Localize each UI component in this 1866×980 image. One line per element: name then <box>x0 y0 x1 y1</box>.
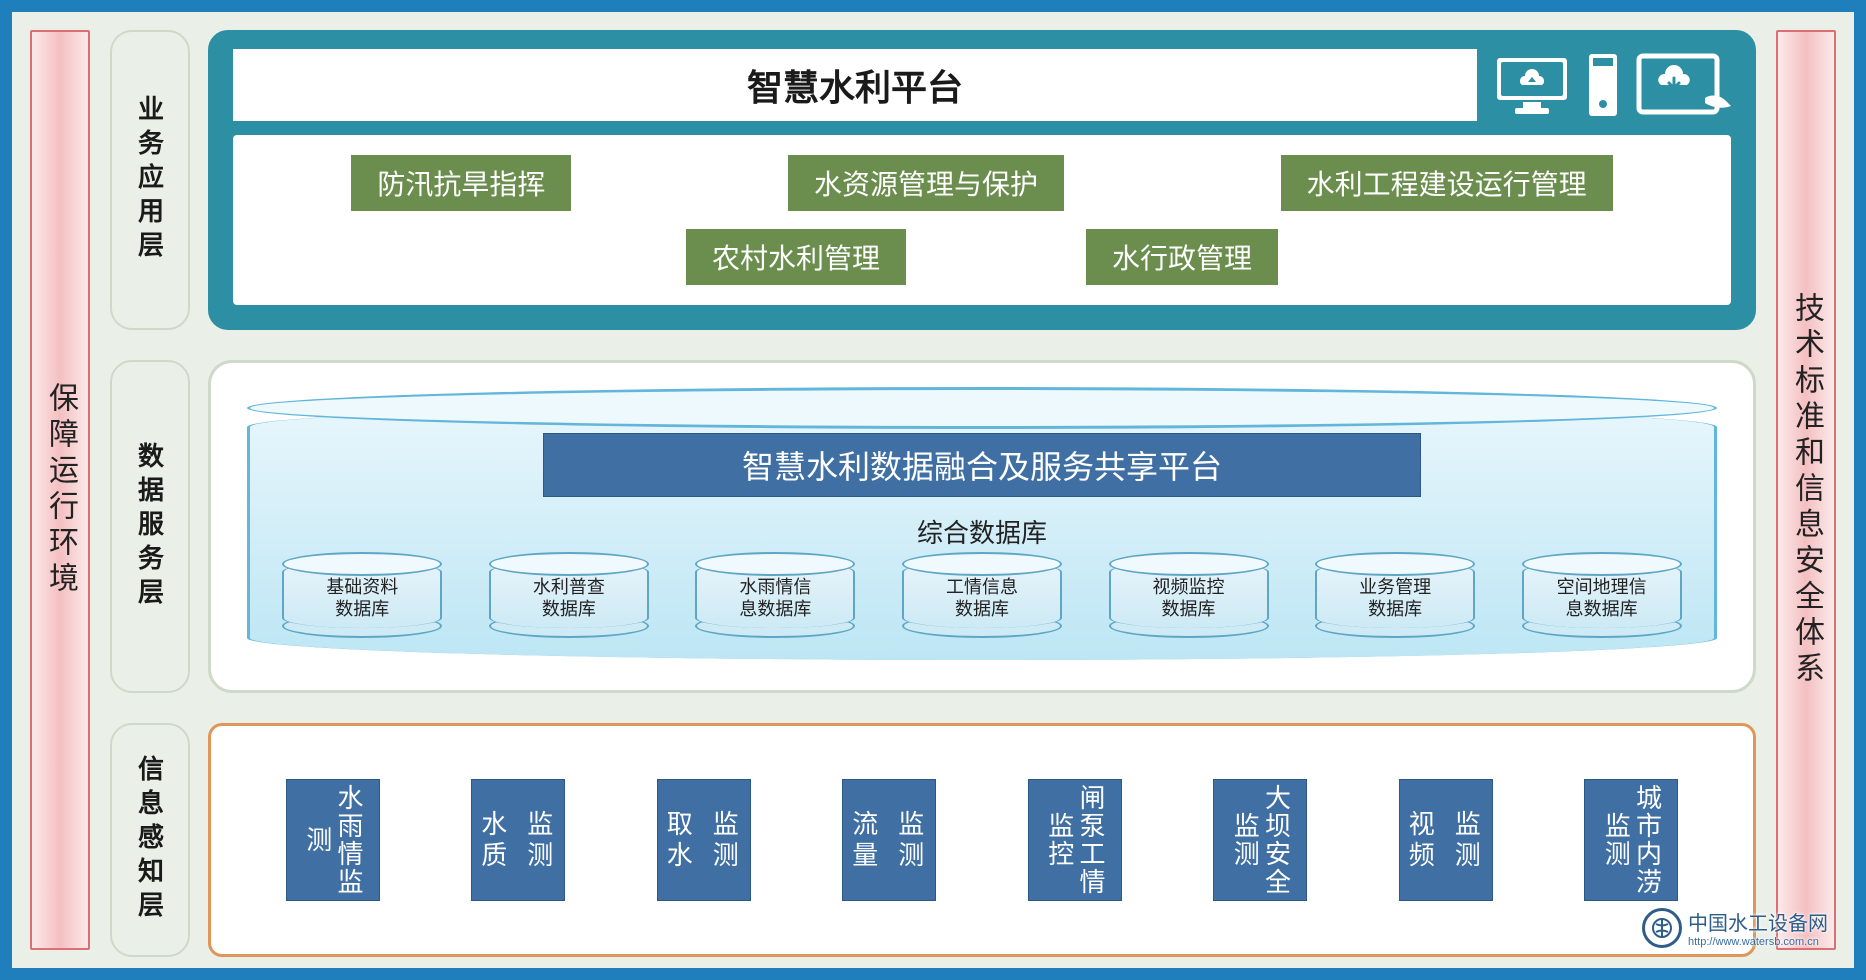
application-title: 智慧水利平台 <box>233 49 1477 121</box>
watermark-text: 中国水工设备网 <box>1688 913 1828 935</box>
watermark: 中国水工设备网 http://www.watersb.com.cn <box>1642 907 1828 948</box>
diagram-inner: 保障运行环境 技术标准和信息安全体系 业务应用层 智慧水利平台 <box>30 30 1836 950</box>
row-application: 业务应用层 智慧水利平台 <box>110 30 1756 330</box>
watermark-logo-icon <box>1642 908 1682 948</box>
center-column: 业务应用层 智慧水利平台 <box>110 30 1756 950</box>
sense-box: 水雨情监测 水质监测 取水监测 流量监测 闸泵工情监控 大坝安全监测 视频监测 … <box>208 723 1756 957</box>
application-body: 防汛抗旱指挥 水资源管理与保护 水利工程建设运行管理 农村水利管理 水行政管理 <box>233 135 1731 305</box>
data-box: 智慧水利数据融合及服务共享平台 综合数据库 基础资料数据库 水利普查数据库 水雨… <box>208 360 1756 693</box>
chip: 防汛抗旱指挥 <box>351 155 571 211</box>
mini-db-row: 基础资料数据库 水利普查数据库 水雨情信息数据库 工情信息数据库 视频监控数据库… <box>250 562 1714 634</box>
row-data: 数据服务层 智慧水利数据融合及服务共享平台 综合数据库 基础资料数据库 水利普查… <box>110 360 1756 693</box>
mini-db: 基础资料数据库 <box>282 562 442 628</box>
diagram-frame: 保障运行环境 技术标准和信息安全体系 业务应用层 智慧水利平台 <box>0 0 1866 980</box>
watermark-url: http://www.watersb.com.cn <box>1688 936 1828 948</box>
sense-item: 水雨情监测 <box>286 779 380 901</box>
application-line-1: 防汛抗旱指挥 水资源管理与保护 水利工程建设运行管理 <box>263 155 1701 211</box>
mini-db: 空间地理信息数据库 <box>1522 562 1682 628</box>
row-label-application: 业务应用层 <box>110 30 190 330</box>
chip: 水行政管理 <box>1086 229 1278 285</box>
left-pillar: 保障运行环境 <box>30 30 90 950</box>
sense-item: 取水监测 <box>657 779 751 901</box>
mini-db: 工情信息数据库 <box>902 562 1062 628</box>
monitor-cloud-icon <box>1493 54 1571 116</box>
db-group-label: 综合数据库 <box>250 513 1714 550</box>
application-icon-bar <box>1493 50 1731 120</box>
mini-db: 视频监控数据库 <box>1109 562 1269 628</box>
big-cylinder: 智慧水利数据融合及服务共享平台 综合数据库 基础资料数据库 水利普查数据库 水雨… <box>247 405 1717 660</box>
application-header: 智慧水利平台 <box>233 49 1731 121</box>
mini-db: 水雨情信息数据库 <box>695 562 855 628</box>
tablet-download-icon <box>1635 50 1731 120</box>
row-label-sense: 信息感知层 <box>110 723 190 957</box>
sense-item: 视频监测 <box>1399 779 1493 901</box>
chip: 水利工程建设运行管理 <box>1281 155 1613 211</box>
sense-item: 大坝安全监测 <box>1213 779 1307 901</box>
chip: 水资源管理与保护 <box>788 155 1064 211</box>
sense-item: 闸泵工情监控 <box>1028 779 1122 901</box>
chip: 农村水利管理 <box>686 229 906 285</box>
share-platform-bar: 智慧水利数据融合及服务共享平台 <box>543 433 1421 497</box>
row-sense: 信息感知层 水雨情监测 水质监测 取水监测 流量监测 闸泵工情监控 大坝安全监测… <box>110 723 1756 957</box>
application-box: 智慧水利平台 <box>208 30 1756 330</box>
server-icon <box>1587 52 1619 118</box>
sense-item: 城市内涝监测 <box>1584 779 1678 901</box>
sense-item: 水质监测 <box>471 779 565 901</box>
mini-db: 业务管理数据库 <box>1315 562 1475 628</box>
row-label-data: 数据服务层 <box>110 360 190 693</box>
sense-item: 流量监测 <box>842 779 936 901</box>
mini-db: 水利普查数据库 <box>489 562 649 628</box>
right-pillar: 技术标准和信息安全体系 <box>1776 30 1836 950</box>
application-line-2: 农村水利管理 水行政管理 <box>263 229 1701 285</box>
